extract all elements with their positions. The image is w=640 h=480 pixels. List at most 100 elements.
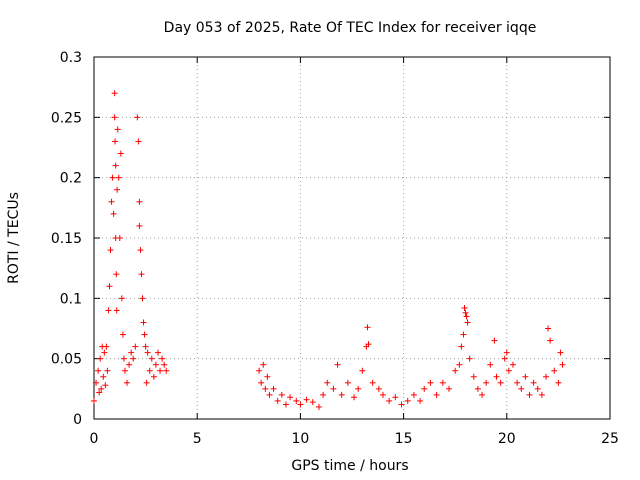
data-point [112, 138, 119, 145]
data-point [134, 114, 141, 121]
data-point [93, 379, 100, 386]
data-point [545, 325, 552, 332]
data-point [113, 271, 120, 278]
data-point [551, 367, 558, 374]
data-point [108, 198, 115, 205]
data-point [461, 304, 468, 311]
data-point [427, 379, 434, 386]
x-tick-label: 20 [498, 431, 516, 447]
data-point [509, 361, 516, 368]
y-tick-label: 0.25 [51, 110, 82, 126]
data-point [518, 385, 525, 392]
data-point [483, 379, 490, 386]
data-points [91, 90, 566, 410]
data-point [338, 391, 345, 398]
data-point [526, 391, 533, 398]
data-point [491, 337, 498, 344]
data-point [456, 361, 463, 368]
data-point [100, 373, 107, 380]
data-point [462, 309, 469, 316]
data-point [309, 399, 316, 406]
data-point [113, 307, 120, 314]
data-point [375, 385, 382, 392]
data-point [320, 391, 327, 398]
data-point [493, 373, 500, 380]
y-tick-label: 0.15 [51, 231, 82, 247]
y-axis-label: ROTI / TECUs [6, 192, 22, 284]
data-point [152, 361, 159, 368]
data-point [386, 397, 393, 404]
data-point [421, 385, 428, 392]
data-point [330, 385, 337, 392]
data-point [128, 349, 135, 356]
data-point [112, 162, 119, 169]
data-point [282, 401, 289, 408]
data-point [109, 174, 116, 181]
data-point [121, 367, 128, 374]
y-tick-label: 0.05 [51, 352, 82, 368]
data-point [146, 367, 153, 374]
data-point [303, 396, 310, 403]
data-point [91, 397, 97, 404]
data-point [557, 349, 564, 356]
data-point [97, 355, 104, 362]
data-point [364, 324, 371, 331]
data-point [278, 391, 285, 398]
data-point [410, 391, 417, 398]
data-point [136, 198, 143, 205]
data-point [497, 379, 504, 386]
data-point [119, 331, 126, 338]
x-tick-label: 15 [395, 431, 413, 447]
data-point [392, 394, 399, 401]
data-point [555, 379, 562, 386]
data-point [124, 379, 131, 386]
data-point [107, 247, 114, 254]
data-point [334, 361, 341, 368]
y-tick-label: 0 [73, 412, 82, 428]
data-point [439, 379, 446, 386]
data-point [106, 283, 113, 290]
y-tick-label: 0.3 [60, 50, 82, 66]
data-point [417, 397, 424, 404]
data-point [398, 401, 405, 408]
data-point [293, 397, 300, 404]
data-point [104, 367, 111, 374]
data-point [534, 385, 541, 392]
data-point [161, 361, 168, 368]
data-point [115, 174, 122, 181]
grid-lines [94, 57, 610, 419]
data-point [264, 373, 271, 380]
data-point [135, 138, 142, 145]
data-point [159, 355, 166, 362]
data-point [137, 247, 144, 254]
data-point [446, 385, 453, 392]
data-point [142, 343, 149, 350]
x-tick-label: 25 [601, 431, 619, 447]
data-point [130, 355, 137, 362]
data-point [98, 385, 105, 392]
data-point [144, 349, 151, 356]
data-point [110, 210, 117, 217]
data-point [538, 391, 545, 398]
data-point [143, 379, 150, 386]
data-point [503, 349, 510, 356]
data-point [105, 307, 112, 314]
data-point [102, 382, 109, 389]
data-point [530, 379, 537, 386]
data-point [505, 367, 512, 374]
x-tick-label: 10 [291, 431, 309, 447]
data-point [287, 394, 294, 401]
data-point [136, 222, 143, 229]
chart-title: Day 053 of 2025, Rate Of TEC Index for r… [164, 20, 537, 36]
data-point [470, 373, 477, 380]
data-point [464, 319, 471, 326]
axis-ticks [93, 56, 611, 420]
data-point [501, 355, 508, 362]
data-point [138, 271, 145, 278]
data-point [324, 379, 331, 386]
x-axis-label: GPS time / hours [291, 458, 408, 474]
data-point [157, 367, 164, 374]
y-tick-label: 0.2 [60, 171, 82, 187]
data-point [111, 90, 118, 97]
